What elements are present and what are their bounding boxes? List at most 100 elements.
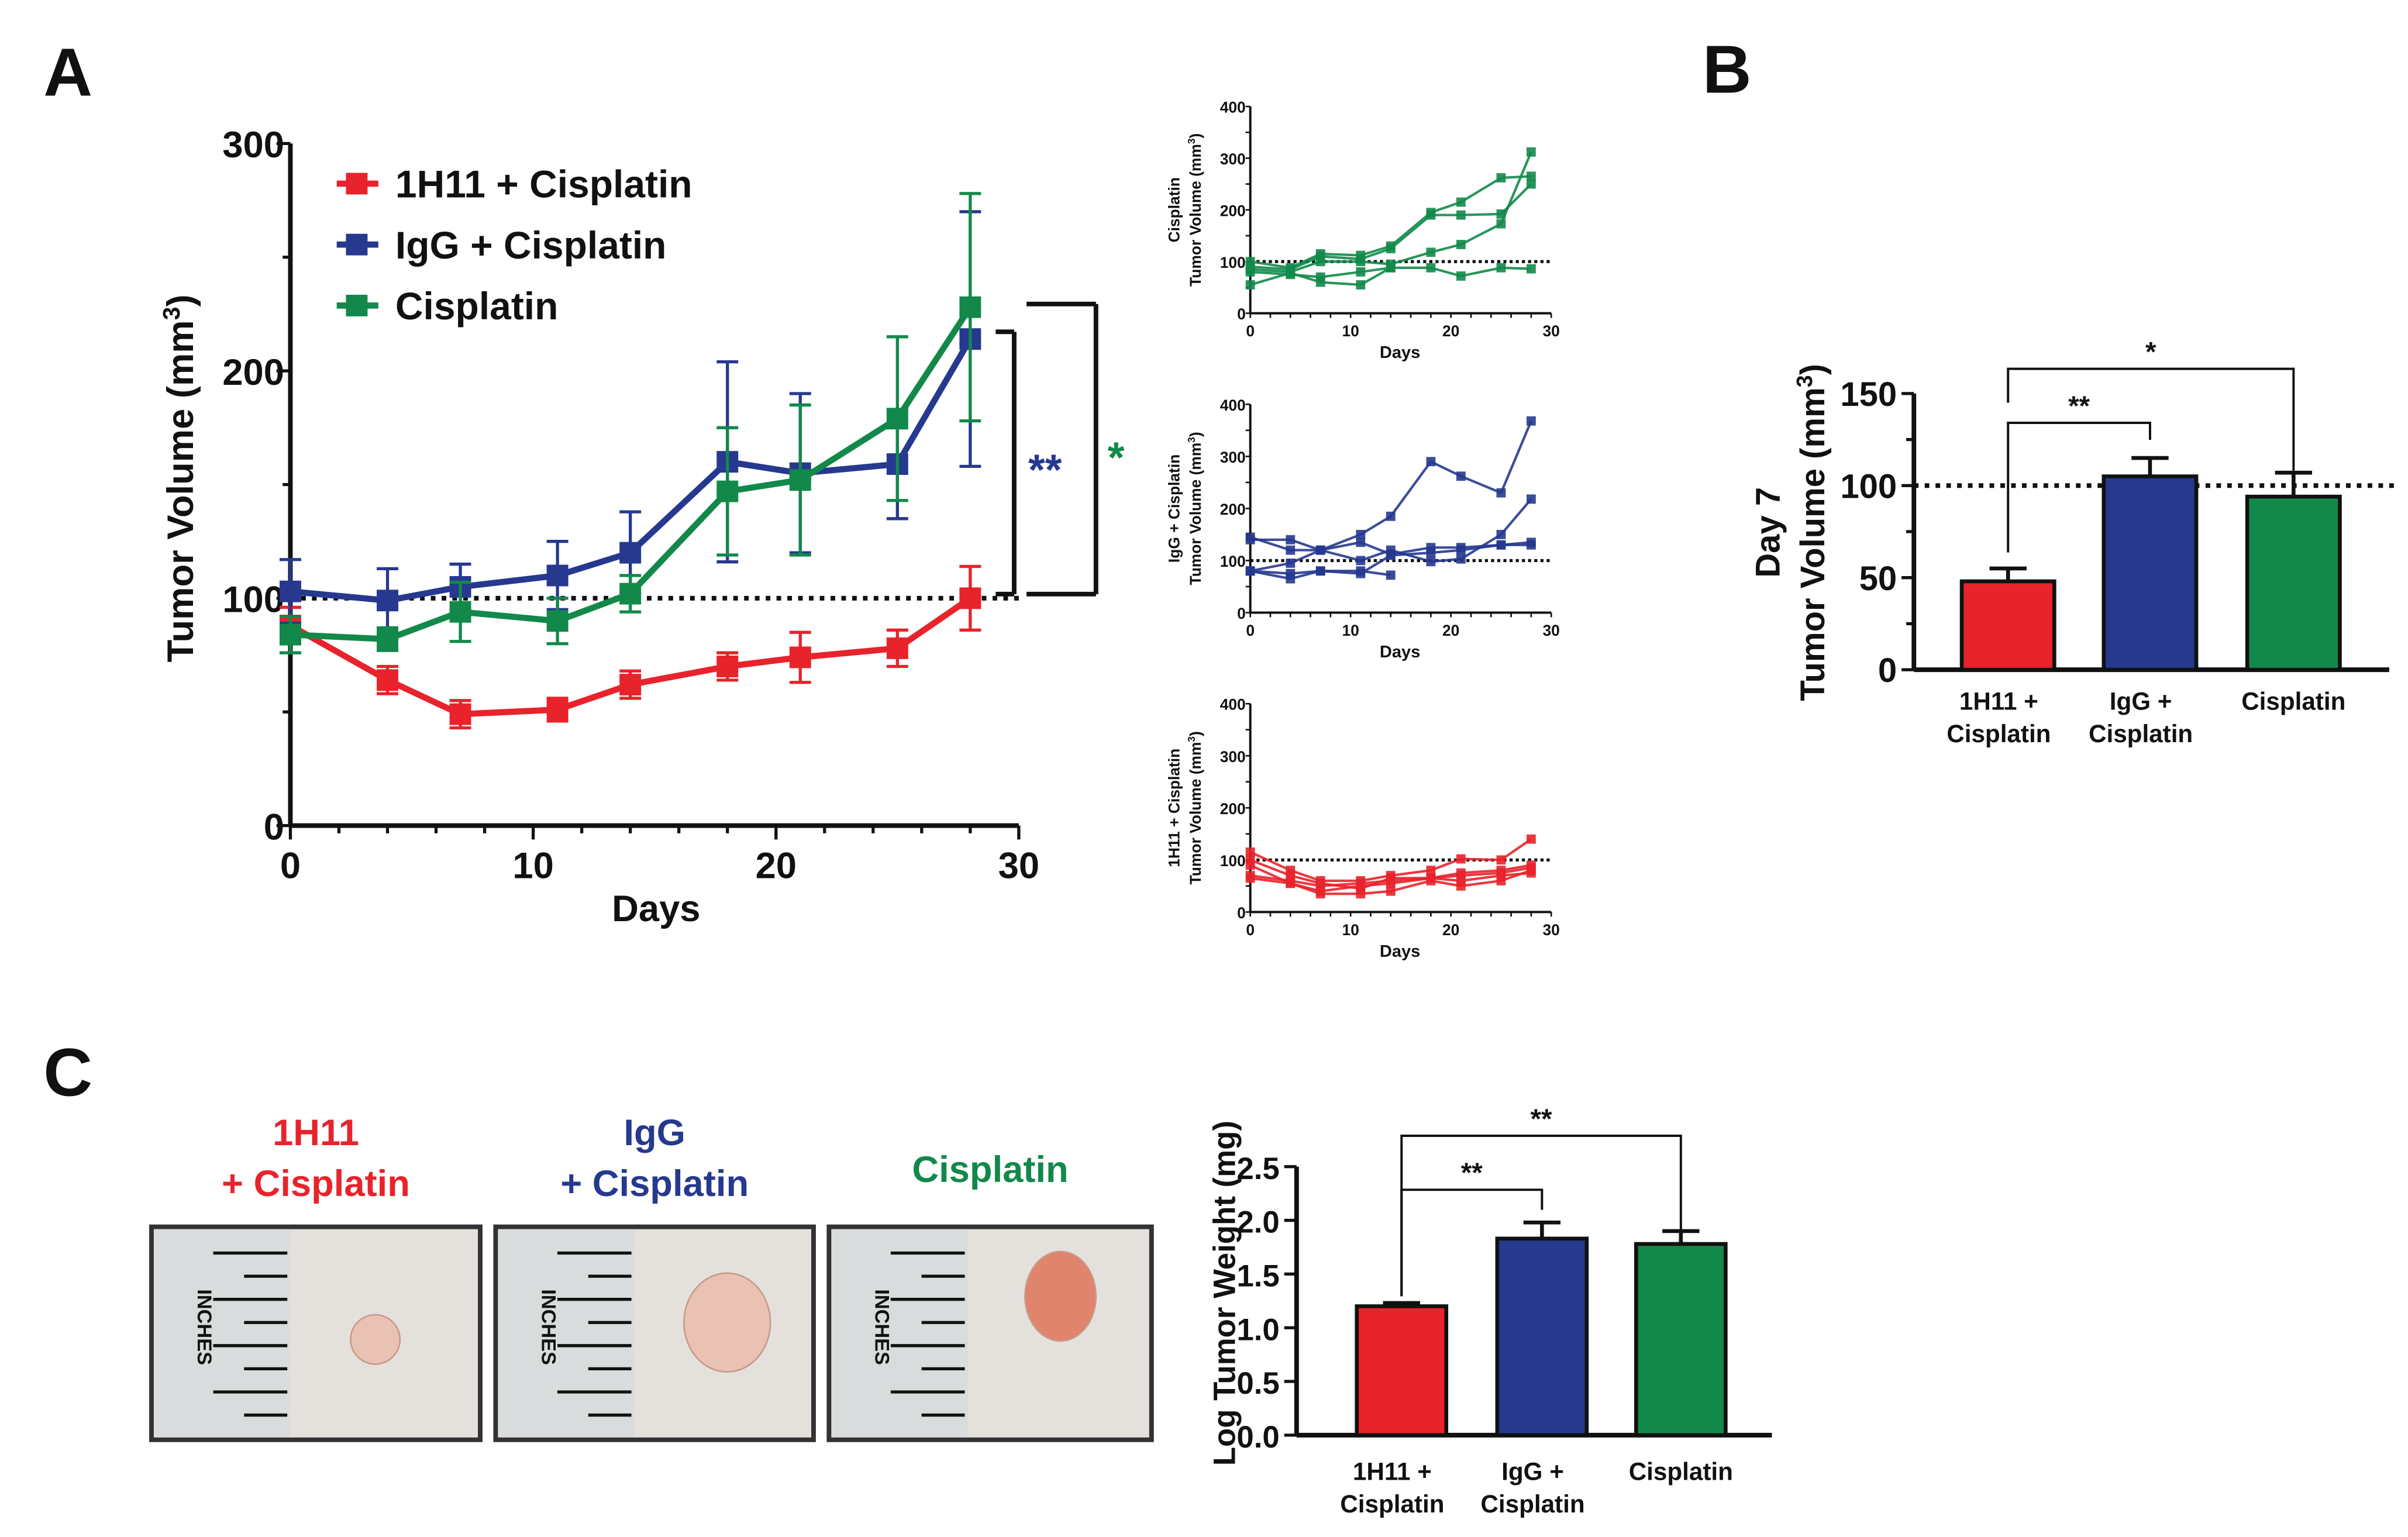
y-tick-label: 200: [1220, 800, 1246, 818]
data-point: [1496, 173, 1506, 182]
data-point: [1386, 886, 1396, 896]
legend-marker: [346, 294, 368, 316]
category-label: Cisplatin: [1480, 1490, 1584, 1518]
data-point: [1315, 881, 1325, 891]
photo-title: Cisplatin: [912, 1149, 1068, 1190]
ruler: [832, 1229, 968, 1437]
y-tick-label: 0: [264, 807, 284, 847]
data-point: [449, 601, 471, 623]
data-point: [1496, 871, 1506, 880]
x-tick-label: 30: [998, 845, 1039, 886]
legend-label: IgG + Cisplatin: [395, 223, 667, 267]
y-tick-label: 400: [1220, 397, 1246, 414]
y-tick-label: 300: [222, 125, 284, 166]
significance-bracket: [2007, 367, 2295, 471]
y-tick-label: 300: [1220, 150, 1246, 168]
panel-label-b: B: [1703, 31, 1752, 107]
data-point: [1426, 457, 1436, 467]
significance-bracket: [2007, 421, 2151, 553]
data-point: [1286, 545, 1296, 555]
legend-label: Cisplatin: [395, 284, 559, 328]
x-axis-label: Days: [1380, 942, 1420, 961]
bar-green: [2245, 494, 2342, 672]
y-tick-label: 100: [1840, 467, 1897, 505]
data-point: [1356, 568, 1366, 578]
data-point: [716, 480, 739, 502]
significance-bracket: [1400, 1134, 1682, 1297]
data-point: [886, 408, 908, 430]
category-label: Cisplatin: [2241, 688, 2345, 715]
data-point: [619, 583, 642, 605]
bar-red: [1355, 1304, 1449, 1438]
tumor-sample: [683, 1272, 771, 1373]
data-point: [1496, 530, 1506, 539]
panel-label-c: C: [43, 1034, 92, 1110]
data-point: [280, 580, 301, 602]
photo-title: + Cisplatin: [560, 1163, 749, 1204]
data-point: [1496, 488, 1506, 498]
y-tick-label: 0: [1878, 652, 1897, 690]
data-point: [1286, 558, 1296, 568]
x-tick-label: 0: [1246, 322, 1255, 340]
data-point: [1496, 540, 1506, 550]
data-point: [1315, 566, 1325, 576]
category-label: 1H11 +: [1353, 1457, 1432, 1485]
tumor-sample: [350, 1314, 401, 1365]
y-tick-label: 100: [1220, 254, 1246, 271]
y-tick-label: 100: [222, 580, 284, 621]
data-point: [959, 587, 981, 609]
significance-label: **: [1028, 446, 1062, 494]
data-point: [1456, 471, 1466, 481]
legend-label: 1H11 + Cisplatin: [395, 163, 693, 206]
data-point: [789, 646, 811, 668]
y-axis-label: IgG + Cisplatin: [1165, 454, 1183, 563]
x-axis-label: Days: [1380, 343, 1420, 362]
x-tick-label: 0: [280, 845, 301, 886]
data-point: [1386, 263, 1396, 273]
data-point: [1356, 280, 1366, 290]
category-label: IgG +: [2110, 688, 2172, 715]
individual-line: [1250, 175, 1531, 270]
data-point: [1315, 889, 1325, 899]
data-point: [1286, 876, 1296, 885]
data-point: [1426, 873, 1436, 883]
data-point: [716, 656, 739, 677]
significance-label: *: [2145, 336, 2156, 367]
significance-label: **: [1531, 1104, 1552, 1135]
data-point: [1526, 540, 1536, 550]
y-axis-label: Tumor Volume (mm3): [1186, 133, 1204, 287]
data-point: [1356, 530, 1366, 539]
bar-red: [1959, 579, 2056, 672]
data-point: [1426, 866, 1436, 876]
data-point: [1496, 855, 1506, 865]
y-tick-label: 200: [1220, 501, 1246, 518]
category-label: 1H11 +: [1959, 688, 2038, 715]
x-tick-label: 30: [1543, 921, 1560, 939]
data-point: [377, 628, 398, 650]
y-axis-label: 1H11 + Cisplatin: [1165, 749, 1183, 867]
y-tick-label: 0: [1237, 305, 1246, 323]
data-point: [1315, 277, 1325, 287]
bar-blue: [1495, 1236, 1589, 1438]
data-point: [959, 296, 981, 318]
x-axis-label: Days: [612, 888, 700, 929]
data-point: [280, 623, 301, 646]
data-point: [1426, 210, 1436, 220]
data-point: [789, 469, 811, 491]
data-point: [1245, 871, 1255, 880]
y-tick-label: 150: [1840, 375, 1897, 413]
data-point: [1456, 854, 1466, 864]
significance-label: **: [1461, 1157, 1483, 1188]
data-point: [1315, 257, 1325, 267]
photo-title: 1H11: [273, 1112, 359, 1153]
x-tick-label: 0: [1246, 921, 1255, 939]
y-axis-label: Cisplatin: [1165, 177, 1183, 242]
data-point: [1286, 568, 1296, 578]
individual-line: [1250, 151, 1532, 274]
category-label: Cisplatin: [1629, 1457, 1733, 1485]
panel-label-a: A: [43, 35, 92, 111]
data-point: [449, 703, 471, 725]
data-point: [1426, 247, 1436, 257]
data-point: [619, 674, 642, 696]
y-axis-label: Day 7: [1749, 487, 1787, 578]
